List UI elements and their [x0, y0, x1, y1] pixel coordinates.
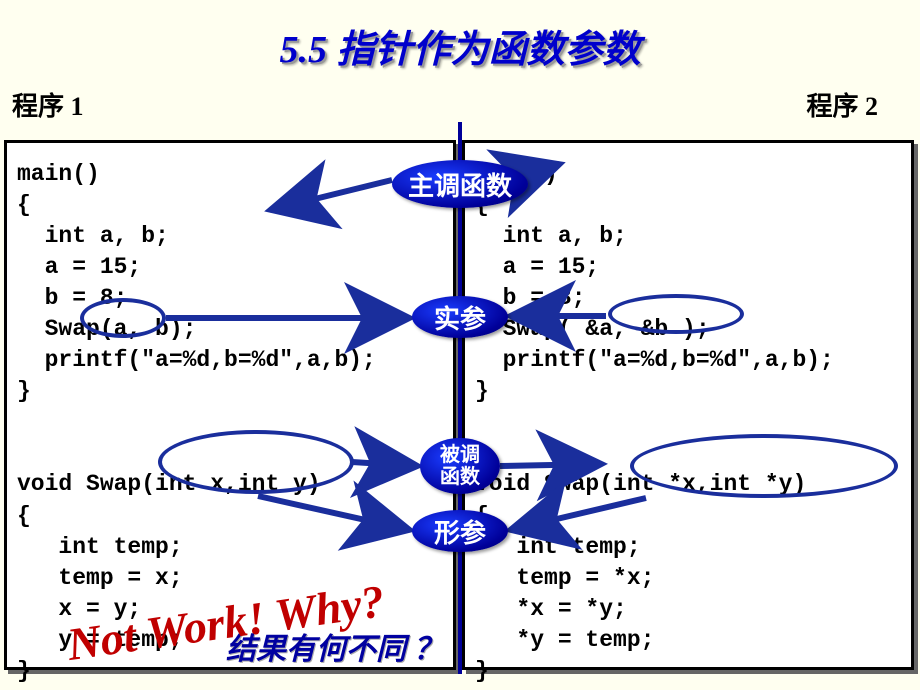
- ring-ab: [80, 298, 166, 338]
- arrow-param-from-left: [258, 496, 410, 530]
- ring-intxy: [158, 430, 354, 494]
- arrow-called-from-left: [352, 462, 418, 466]
- ring-addr-ab: [608, 294, 744, 334]
- arrow-main-to-right: [528, 164, 560, 174]
- arrow-param-from-right: [510, 498, 646, 530]
- arrow-main-to-left: [270, 180, 392, 210]
- badge-called-fn: 被调函数: [420, 438, 500, 494]
- diagram-arrows: [0, 0, 920, 690]
- badge-main-caller: 主调函数: [392, 160, 528, 208]
- arrow-called-to-right: [500, 464, 602, 466]
- badge-formal-param: 形参: [412, 510, 508, 552]
- ring-intptr-xy: [630, 434, 898, 498]
- badge-actual-arg: 实参: [412, 296, 508, 338]
